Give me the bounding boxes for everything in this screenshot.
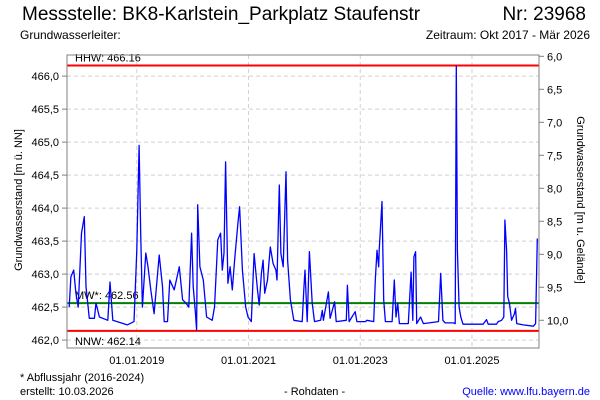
y-tick-label: 464,5: [31, 170, 59, 182]
period-label: Zeitraum: Okt 2017 - Mär 2026: [425, 28, 590, 42]
y-tick-label: 462,0: [31, 335, 59, 347]
grid: [67, 55, 539, 348]
y2-tick-label: 10,0: [547, 315, 568, 327]
nnw-label: NNW: 462.14: [75, 336, 141, 348]
created-date: erstellt: 10.03.2026: [20, 386, 114, 398]
plot-frame: [66, 54, 540, 349]
y2-tick-label: 8,5: [547, 216, 562, 228]
y2-tick-label: 7,0: [547, 117, 562, 129]
reference-lines: HHW: 466.16 MW*: 462.56 NNW: 462.14: [67, 53, 539, 348]
y2-axis-label: Grundwasserstand [m u. Gelände]: [574, 116, 586, 284]
y2-tick-label: 6,5: [547, 84, 562, 96]
axes: 462,0 462,5 463,0 463,5 464,0 464,5 465,0 465,5…: [31, 51, 568, 367]
x-tick-label: 01.01.2019: [109, 355, 164, 367]
aquifer-label: Grundwasserleiter:: [20, 28, 121, 42]
y2-tick-label: 9,5: [547, 282, 562, 294]
x-tick-label: 01.01.2025: [444, 355, 499, 367]
raw-data-label: - Rohdaten -: [284, 386, 346, 398]
y-tick-label: 465,0: [31, 137, 59, 149]
footnote-abflussjahr: * Abflussjahr (2016-2024): [20, 372, 145, 384]
x-tick-label: 01.01.2023: [333, 355, 388, 367]
series-line-groundwater: [68, 65, 538, 331]
y-tick-label: 463,5: [31, 236, 59, 248]
y2-tick-label: 7,5: [547, 150, 562, 162]
y-tick-label: 464,0: [31, 203, 59, 215]
y2-tick-label: 9,0: [547, 249, 562, 261]
y-tick-label: 465,5: [31, 104, 59, 116]
y-tick-label: 466,0: [31, 71, 59, 83]
y-tick-label: 462,5: [31, 302, 59, 314]
y-tick-label: 463,0: [31, 269, 59, 281]
station-title: Messstelle: BK8-Karlstein_Parkplatz Stau…: [22, 4, 421, 25]
source-link[interactable]: Quelle: www.lfu.bayern.de: [462, 386, 590, 398]
mw-label: MW*: 462.56: [75, 290, 139, 302]
hhw-label: HHW: 466.16: [75, 53, 141, 65]
y2-tick-label: 8,0: [547, 183, 562, 195]
y2-tick-label: 6,0: [547, 51, 562, 63]
station-number: Nr: 23968: [502, 4, 586, 25]
x-tick-label: 01.01.2021: [221, 355, 276, 367]
y-axis-label: Grundwasserstand [m ü. NN]: [13, 129, 25, 271]
series-layer: [68, 65, 538, 331]
